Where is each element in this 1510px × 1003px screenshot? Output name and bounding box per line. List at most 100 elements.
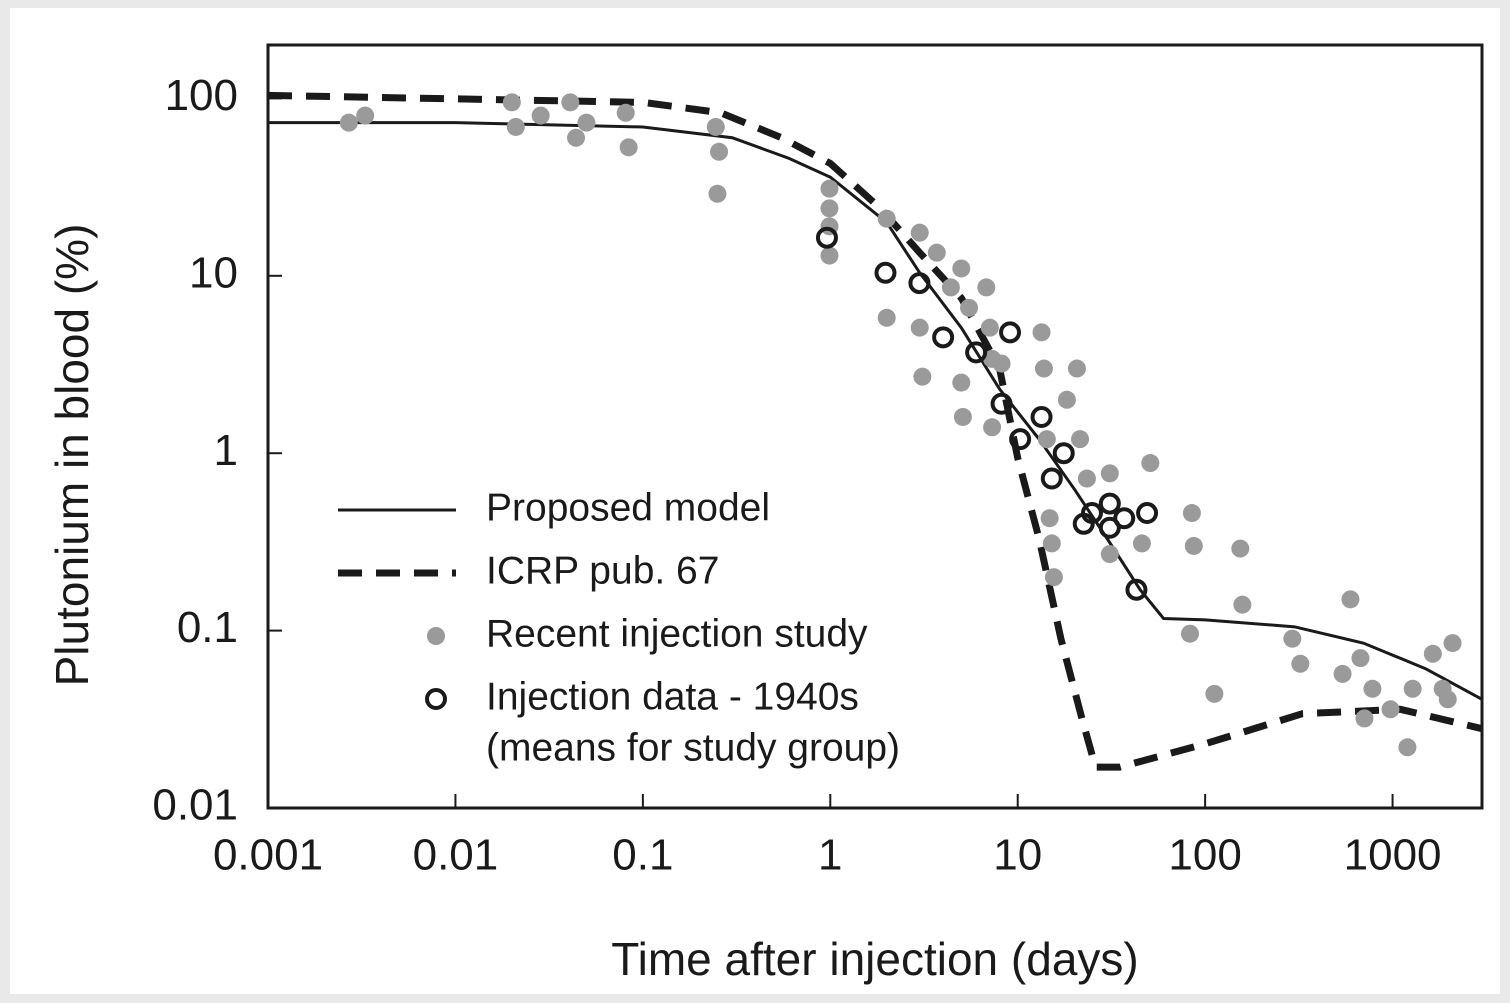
dot	[561, 93, 580, 112]
y-tick-label: 1	[214, 426, 238, 475]
x-tick-label: 10	[993, 831, 1042, 880]
y-tick-label: 0.1	[177, 603, 238, 652]
dot	[567, 128, 586, 147]
dot	[820, 246, 839, 265]
dot	[339, 113, 358, 132]
panel	[10, 8, 1500, 994]
dashed-line	[267, 91, 1483, 771]
dot	[1100, 464, 1119, 483]
x-axis-title: Time after injection (days)	[611, 933, 1138, 985]
legend-label: Proposed model	[486, 486, 770, 529]
open-marker	[990, 392, 1013, 415]
dot	[1355, 709, 1374, 728]
dot	[1381, 700, 1400, 719]
dot	[877, 308, 896, 327]
dot	[953, 407, 972, 426]
dot	[1233, 595, 1252, 614]
dot	[1182, 504, 1201, 523]
x-tick-label: 0.1	[612, 831, 673, 880]
x-tick-label: 100	[1168, 831, 1241, 880]
x-tick-label: 0.001	[213, 831, 323, 880]
line	[268, 121, 1483, 701]
y-tick-label: 100	[165, 71, 238, 120]
dot	[1438, 690, 1457, 709]
open-marker	[932, 326, 955, 349]
dot	[1398, 738, 1417, 757]
x-tick-label: 0.01	[413, 831, 499, 880]
open-marker	[1040, 467, 1063, 490]
open-marker	[1125, 578, 1148, 601]
dot	[1057, 390, 1076, 409]
x-tick-label: 1000	[1344, 831, 1442, 880]
legend-label: ICRP pub. 67	[486, 549, 719, 592]
y-tick-label: 10	[189, 248, 238, 297]
dot	[820, 179, 839, 198]
dot	[1231, 539, 1250, 558]
legend-swatch	[427, 627, 445, 645]
dot	[616, 103, 635, 122]
dot	[910, 318, 929, 337]
dot	[992, 354, 1011, 373]
dot	[983, 418, 1002, 437]
dot	[502, 93, 521, 112]
dot	[913, 367, 932, 386]
dot	[1141, 454, 1160, 473]
dot	[941, 278, 960, 297]
dot	[1184, 536, 1203, 555]
dot	[531, 106, 550, 125]
dot	[910, 223, 929, 242]
dot	[1351, 649, 1370, 668]
dot	[952, 373, 971, 392]
dot	[1423, 644, 1442, 663]
dot	[1363, 679, 1382, 698]
dot	[877, 209, 896, 228]
open-marker	[1052, 442, 1075, 465]
open-marker	[1030, 405, 1053, 428]
dot	[1283, 629, 1302, 648]
open-marker	[874, 261, 897, 284]
dot	[1037, 430, 1056, 449]
dot	[927, 243, 946, 262]
y-tick-label: 0.01	[152, 781, 238, 830]
dot	[506, 117, 525, 136]
dot	[1341, 590, 1360, 609]
dot	[1040, 509, 1059, 528]
legend-note: (means for study group)	[486, 726, 900, 769]
y-axis-title: Plutonium in blood (%)	[46, 224, 98, 687]
dot	[356, 106, 375, 125]
dot	[960, 298, 979, 317]
dot	[1100, 545, 1119, 564]
open-marker	[908, 272, 931, 295]
dot	[1067, 359, 1086, 378]
legend-label: Injection data - 1940s	[486, 675, 859, 718]
open-marker	[1098, 492, 1121, 515]
dot	[977, 278, 996, 297]
dot	[1077, 469, 1096, 488]
dot	[1132, 534, 1151, 553]
dot	[952, 259, 971, 278]
legend-swatch	[425, 688, 447, 710]
dot	[708, 184, 727, 203]
dot	[1443, 634, 1462, 653]
dot	[710, 142, 729, 161]
dot	[1333, 664, 1352, 683]
dot	[1205, 684, 1224, 703]
open-marker	[1136, 502, 1159, 525]
dot	[1042, 534, 1061, 553]
dot	[706, 117, 725, 136]
open-marker	[1009, 428, 1032, 451]
dot	[1044, 568, 1063, 587]
dot	[577, 113, 596, 132]
dot	[1034, 359, 1053, 378]
legend-label: Recent injection study	[486, 612, 868, 655]
open-marker	[965, 341, 988, 364]
open-marker	[1113, 507, 1136, 530]
dot	[1032, 323, 1051, 342]
dot	[980, 318, 999, 337]
open-marker	[1080, 502, 1103, 525]
dot	[1180, 624, 1199, 643]
dot	[820, 199, 839, 218]
plot-frame	[266, 43, 1484, 810]
